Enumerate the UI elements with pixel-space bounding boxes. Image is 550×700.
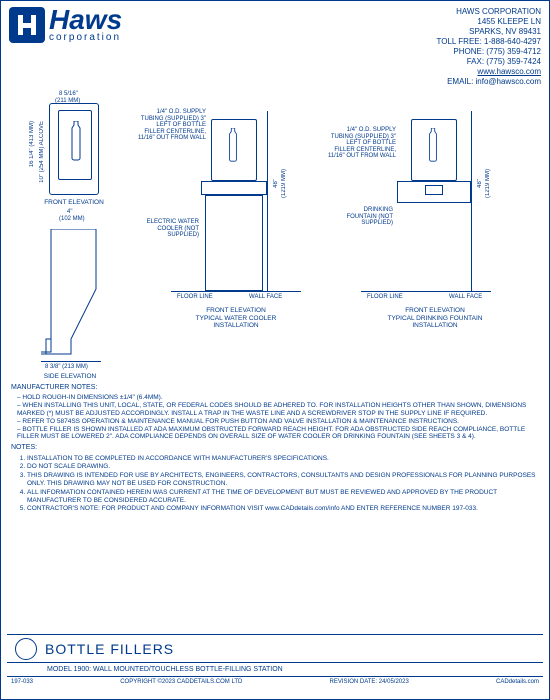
company-tollfree: TOLL FREE: 1-888-640-4297 (436, 37, 541, 47)
dim-h-left2: 16 1/4" (413 MM) (29, 121, 35, 167)
front-elev-label: FRONT ELEVATION (39, 199, 109, 206)
ref-number: 197-033 (11, 679, 33, 685)
fountain-floor: FLOOR LINE (367, 294, 403, 300)
mfr-note: BOTTLE FILLER IS SHOWN INSTALLED AT ADA … (17, 426, 539, 442)
title-block: BOTTLE FILLERS MODEL 1900: WALL MOUNTED/… (7, 634, 543, 687)
bottle-icon (226, 128, 240, 162)
cooler-h-right: 48" (273, 179, 279, 188)
bottle-icon (426, 128, 440, 162)
cooler-label1: FRONT ELEVATION (181, 307, 291, 314)
cooler-body (205, 195, 263, 291)
company-web[interactable]: www.hawsco.com (477, 67, 541, 76)
drawings-area: 8 5/16" (211 MM) 16 1/4" (413 MM) 10" (2… (1, 89, 549, 379)
mfr-notes-title: MANUFACTURER NOTES: (11, 384, 539, 392)
dim-side-bottom: 8 3/8" (213 MM) (45, 364, 88, 370)
note-item: THIS DRAWING IS INTENDED FOR USE BY ARCH… (27, 472, 539, 488)
front-elevation: 8 5/16" (211 MM) 16 1/4" (413 MM) 10" (2… (49, 103, 99, 195)
fountain-h-right-mm: (1219 MM) (485, 169, 491, 198)
cooler-tray (201, 181, 267, 195)
mfr-note: HOLD ROUGH-IN DIMENSIONS ±1/4" (6.4MM). (17, 394, 539, 402)
fountain-bubbler (425, 185, 443, 195)
dim-w-mid-mm: (102 MM) (59, 216, 85, 222)
cooler-annot-supply: 1/4" O.D. SUPPLY TUBING (SUPPLIED) 3" LE… (136, 109, 206, 142)
side-elev-shape (41, 229, 111, 359)
note-item: CONTRACTOR'S NOTE: FOR PRODUCT AND COMPA… (27, 505, 539, 513)
notes-title: NOTES: (11, 444, 539, 452)
cooler-h-right-mm: (1219 MM) (281, 169, 287, 198)
company-fax: FAX: (775) 359-7424 (436, 57, 541, 67)
side-elevation: 8 3/8" (213 MM) SIDE ELEVATION (41, 229, 111, 361)
title-row-footer: 197-033 COPYRIGHT ©2023 CADDETAILS.COM L… (7, 677, 543, 687)
company-info: HAWS CORPORATION 1455 KLEEPE LN SPARKS, … (436, 7, 541, 87)
note-item: INSTALLATION TO BE COMPLETED IN ACCORDAN… (27, 455, 539, 463)
cooler-annot-body: ELECTRIC WATER COOLER (NOT SUPPLIED) (139, 219, 199, 239)
logo-subtext: corporation (49, 32, 122, 43)
cooler-wall: WALL FACE (249, 294, 282, 300)
logo-text: Haws (49, 7, 122, 32)
site-link[interactable]: CADdetails.com (496, 679, 539, 685)
cooler-label2: TYPICAL WATER COOLER INSTALLATION (181, 315, 291, 329)
detail-marker-icon (15, 638, 37, 660)
logo: Haws corporation (9, 7, 122, 43)
fountain-filler-body (411, 119, 457, 181)
dim-width-top: 8 5/16" (59, 91, 78, 97)
fountain-label1: FRONT ELEVATION (375, 307, 495, 314)
bottle-icon (68, 121, 84, 161)
copyright: COPYRIGHT ©2023 CADDETAILS.COM LTD (120, 679, 242, 685)
dim-w-mid: 4" (67, 209, 72, 215)
note-item: ALL INFORMATION CONTAINED HEREIN WAS CUR… (27, 489, 539, 505)
fountain-label2: TYPICAL DRINKING FOUNTAIN INSTALLATION (375, 315, 495, 329)
company-addr2: SPARKS, NV 89431 (436, 27, 541, 37)
company-name: HAWS CORPORATION (436, 7, 541, 17)
front-elev-inner (58, 110, 92, 180)
dim-h-left: 10" (254 MM) ALCOVE (39, 121, 45, 183)
side-elev-label: SIDE ELEVATION (35, 373, 105, 380)
notes-list: INSTALLATION TO BE COMPLETED IN ACCORDAN… (11, 455, 539, 514)
company-addr1: 1455 KLEEPE LN (436, 17, 541, 27)
revision-date: REVISION DATE: 24/05/2023 (330, 679, 409, 685)
fountain-annot-supply: 1/4" O.D. SUPPLY TUBING (SUPPLIED) 3" LE… (326, 127, 396, 160)
company-email: EMAIL: info@hawsco.com (436, 77, 541, 87)
title-row-main: BOTTLE FILLERS (7, 635, 543, 663)
title-sub: MODEL 1900: WALL MOUNTED/TOUCHLESS BOTTL… (7, 663, 543, 677)
front-elev-body (49, 103, 99, 195)
mfr-notes-list: HOLD ROUGH-IN DIMENSIONS ±1/4" (6.4MM). … (11, 394, 539, 441)
cooler-filler-body (211, 119, 257, 181)
header: Haws corporation HAWS CORPORATION 1455 K… (1, 1, 549, 89)
title-main: BOTTLE FILLERS (45, 641, 174, 657)
logo-mark (9, 7, 45, 43)
fountain-annot-body: DRINKING FOUNTAIN (NOT SUPPLIED) (333, 207, 393, 227)
company-phone: PHONE: (775) 359-4712 (436, 47, 541, 57)
cooler-floor: FLOOR LINE (177, 294, 213, 300)
fountain-wall: WALL FACE (449, 294, 482, 300)
note-item: DO NOT SCALE DRAWING. (27, 463, 539, 471)
mfr-note: REFER TO 5874SS OPERATION & MAINTENANCE … (17, 418, 539, 426)
fountain-h-right: 48" (477, 179, 483, 188)
mfr-note: WHEN INSTALLING THIS UNIT, LOCAL, STATE,… (17, 402, 539, 418)
notes-section: MANUFACTURER NOTES: HOLD ROUGH-IN DIMENS… (1, 379, 549, 516)
